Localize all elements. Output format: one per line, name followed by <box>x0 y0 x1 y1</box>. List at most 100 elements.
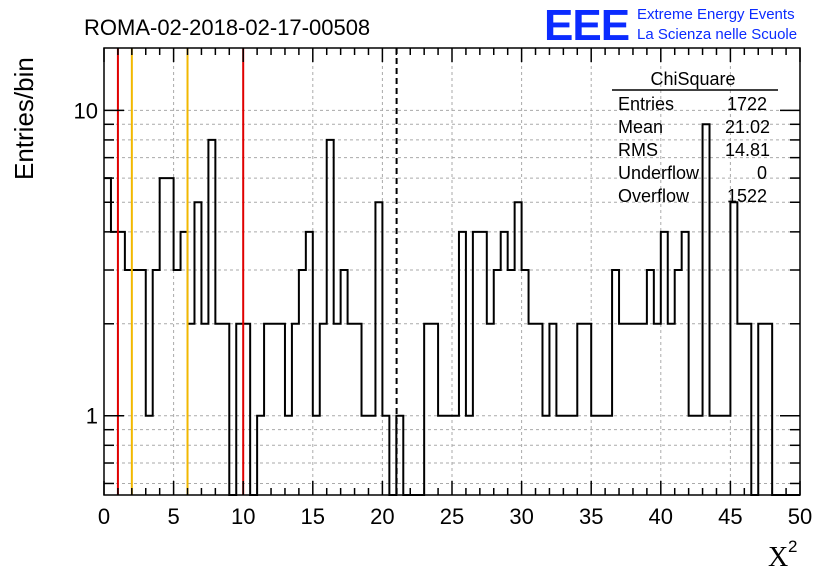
histogram-bin <box>382 416 389 495</box>
histogram-bin <box>668 324 675 495</box>
histogram-bin <box>758 324 765 495</box>
histogram-bin <box>375 202 382 495</box>
histogram-bin <box>320 324 327 495</box>
histogram-bin <box>188 324 195 495</box>
eee-logo-line2: La Scienza nelle Scuole <box>637 26 797 43</box>
histogram-bin <box>730 202 737 495</box>
stats-box-title: ChiSquare <box>650 69 735 89</box>
histogram-bin <box>710 416 717 495</box>
histogram-bin <box>522 270 529 495</box>
histogram-bin <box>424 324 431 495</box>
x-tick-label: 45 <box>718 504 742 529</box>
histogram-bin <box>194 202 201 495</box>
histogram-bin <box>529 324 536 495</box>
stats-label-mean: Mean <box>618 117 663 137</box>
histogram-bin <box>626 324 633 495</box>
histogram-bin <box>487 324 494 495</box>
x-tick-label: 30 <box>509 504 533 529</box>
x-tick-label: 25 <box>440 504 464 529</box>
histogram-bin <box>285 416 292 495</box>
x-tick-label: 35 <box>579 504 603 529</box>
stats-value-entries: 1722 <box>727 94 767 114</box>
stats-value-mean: 21.02 <box>725 117 770 137</box>
x-tick-label: 20 <box>370 504 394 529</box>
axis-ticks: 0 5 10 15 20 25 30 35 40 45 50 1 10 <box>74 48 812 529</box>
histogram-bin <box>125 270 132 495</box>
histogram-bin <box>132 270 139 495</box>
histogram-bin <box>153 270 160 495</box>
histogram-bin <box>591 416 598 495</box>
histogram-bin <box>501 232 508 495</box>
histogram-outline <box>104 123 800 496</box>
eee-logo-line1: Extreme Energy Events <box>637 6 795 23</box>
histogram-bin <box>341 270 348 495</box>
histogram-bin <box>689 416 696 495</box>
x-tick-label: 15 <box>301 504 325 529</box>
x-tick-label: 50 <box>788 504 812 529</box>
histogram-bin <box>243 324 250 495</box>
histogram-bin <box>278 324 285 495</box>
histogram-bin <box>494 270 501 495</box>
histogram-bin <box>563 416 570 495</box>
histogram-bin <box>292 324 299 495</box>
histogram-bin <box>466 416 473 495</box>
histogram-bin <box>167 178 174 495</box>
histogram-bin <box>744 324 751 495</box>
histogram-bin <box>605 416 612 495</box>
histogram-bin <box>118 232 125 495</box>
histogram-bin <box>313 416 320 495</box>
histogram-bin <box>201 324 208 495</box>
stats-box: ChiSquare Entries 1722 Mean 21.02 RMS 14… <box>612 69 778 206</box>
histogram-bin <box>459 232 466 495</box>
histogram-bin <box>515 202 522 495</box>
histogram-bin <box>661 232 668 495</box>
histogram-bin <box>640 324 647 495</box>
histogram-bin <box>765 324 772 495</box>
stats-label-underflow: Underflow <box>618 163 700 183</box>
histogram-bin <box>452 416 459 495</box>
histogram-bin <box>473 232 480 495</box>
y-tick-label: 10 <box>74 98 98 123</box>
histogram-bin <box>570 416 577 495</box>
histogram-bin <box>355 324 362 495</box>
x-tick-label: 10 <box>231 504 255 529</box>
histogram-bin <box>577 324 584 495</box>
histogram-bin <box>480 232 487 495</box>
x-axis-title-superscript: 2 <box>788 537 797 556</box>
histogram-bin <box>368 416 375 495</box>
x-axis-title-base: X <box>768 542 788 572</box>
threshold-lines <box>116 48 398 495</box>
histogram-bin <box>723 416 730 495</box>
histogram-bin <box>299 270 306 495</box>
histogram-bin <box>362 416 369 495</box>
stats-value-underflow: 0 <box>757 163 767 183</box>
histogram-bin <box>542 416 549 495</box>
stats-value-overflow: 1522 <box>727 186 767 206</box>
histogram-bin <box>536 324 543 495</box>
histogram-bin <box>264 324 271 495</box>
histogram-bin <box>104 178 111 495</box>
histogram-bin <box>174 270 181 495</box>
histogram-bin <box>160 178 167 495</box>
histogram-bin <box>716 416 723 495</box>
histogram-bin <box>556 416 563 495</box>
histogram-bin <box>633 324 640 495</box>
histogram-bin <box>327 140 334 495</box>
histogram-bin <box>696 416 703 495</box>
x-tick-label: 0 <box>98 504 110 529</box>
histogram-bin <box>181 232 188 495</box>
x-tick-label: 5 <box>167 504 179 529</box>
histogram-bin <box>257 416 264 495</box>
histogram-bin <box>584 324 591 495</box>
histogram-bin <box>215 324 222 495</box>
histogram-bin <box>334 324 341 495</box>
histogram-bin <box>654 324 661 495</box>
histogram-bin <box>598 416 605 495</box>
stats-label-rms: RMS <box>618 140 658 160</box>
eee-logo: EEE Extreme Energy Events La Scienza nel… <box>544 1 797 50</box>
histogram-bin <box>647 270 654 495</box>
histogram-bin <box>348 324 355 495</box>
histogram-bin <box>549 324 556 495</box>
y-tick-label: 1 <box>86 404 98 429</box>
y-axis-title: Entries/bin <box>9 57 39 180</box>
